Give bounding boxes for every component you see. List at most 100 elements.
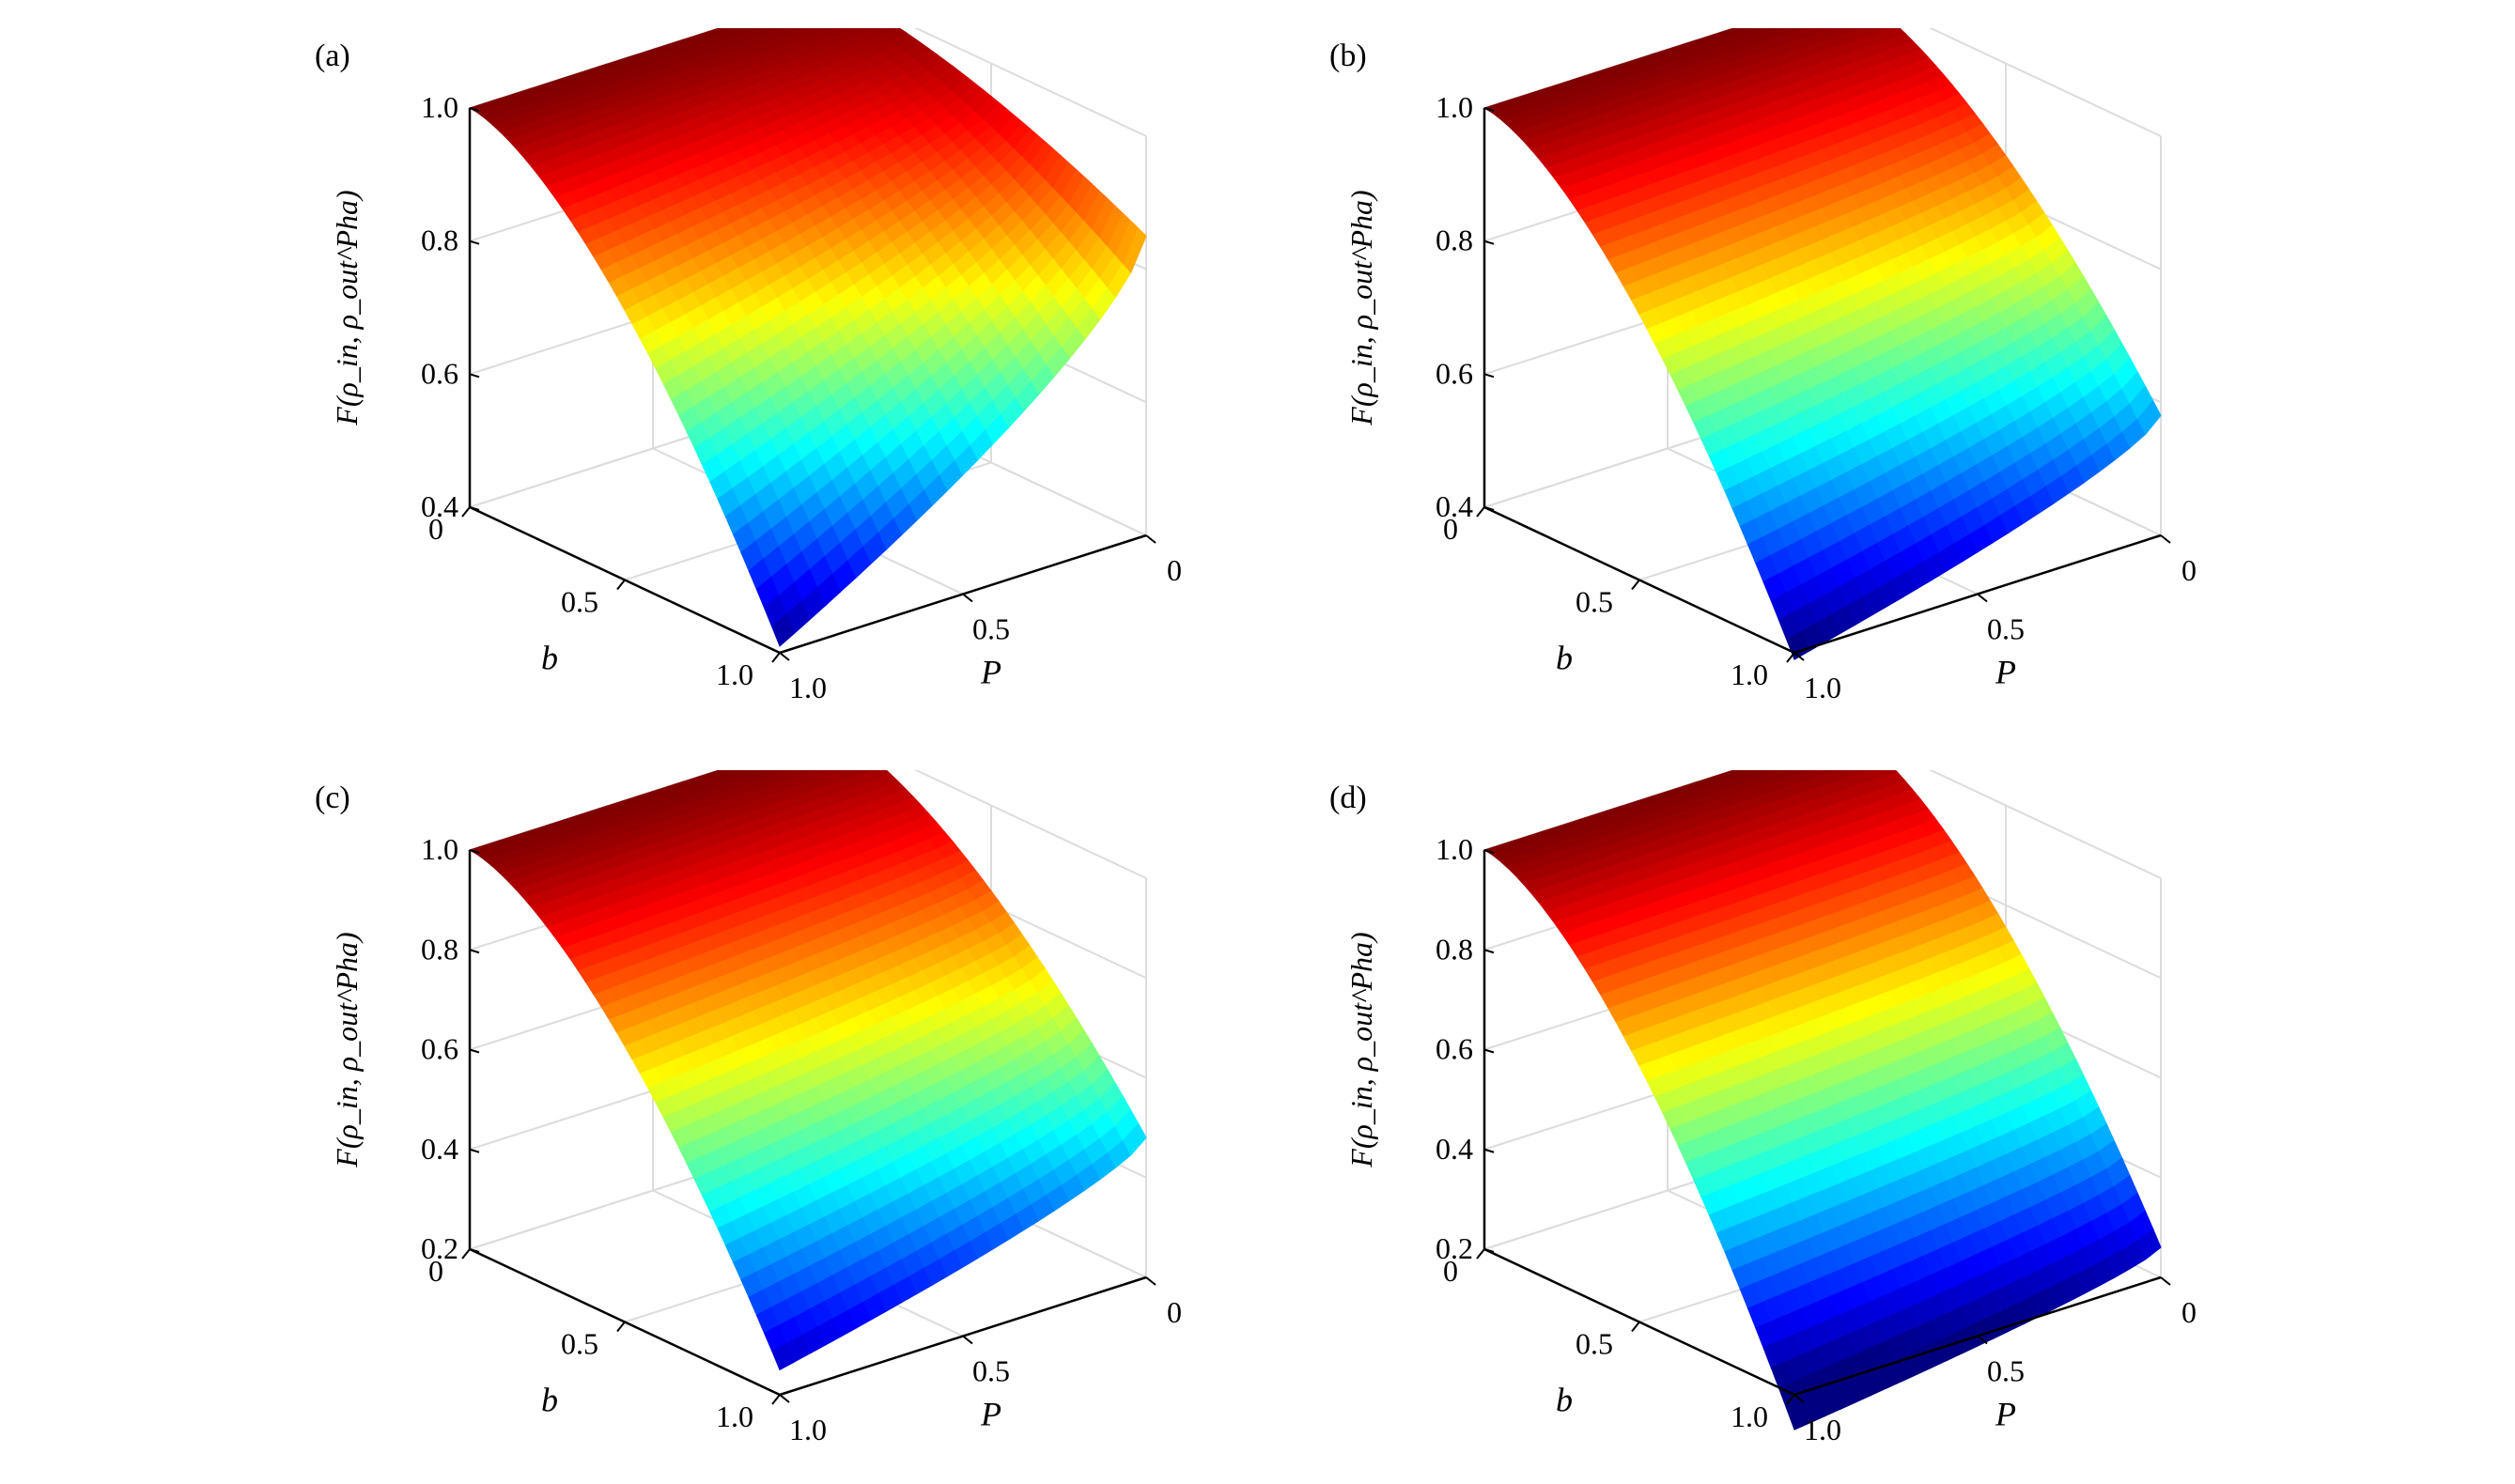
- p-tick-label: 0: [2181, 1295, 2197, 1329]
- z-axis-label: F(ρ_in, ρ_out^Pha): [330, 190, 364, 425]
- z-tick: [1483, 107, 1495, 112]
- b-tick: [771, 652, 781, 663]
- panel-a: 0.4 0.6 0.8 1.0 0 0.5 1.0 0 0.5 1.0 b P F(ρ_in, ρ_ou…: [315, 28, 1182, 704]
- p-tick: [1145, 1276, 1157, 1286]
- panel-label: (b): [1329, 39, 1367, 73]
- z-axis-label: F(ρ_in, ρ_out^Pha): [1344, 932, 1378, 1167]
- panel-label: (a): [315, 39, 350, 73]
- z-tick: [1483, 1248, 1495, 1253]
- b-tick-label: 1.0: [1731, 657, 1768, 691]
- surface: [468, 28, 1147, 647]
- p-tick: [2160, 534, 2171, 544]
- p-tick-label: 1.0: [789, 1413, 827, 1446]
- surface: [1483, 28, 2162, 660]
- p-tick: [962, 1335, 973, 1345]
- b-tick: [1476, 506, 1485, 518]
- surface-patch: [1122, 1122, 1147, 1156]
- axes: 0.4 0.6 0.8 1.0 0 0.5 1.0 0 0.5 1.0 b P F(ρ_in, ρ_ou…: [330, 90, 1182, 704]
- z-tick: [469, 1048, 480, 1054]
- p-tick-label: 0: [2181, 553, 2197, 587]
- z-tick-label: 0.6: [421, 356, 458, 390]
- z-tick-label: 1.0: [421, 90, 458, 124]
- b-tick: [461, 506, 471, 518]
- p-tick-label: 0.5: [972, 612, 1010, 646]
- b-tick: [1786, 1394, 1795, 1405]
- p-tick-label: 0.5: [1987, 1354, 2025, 1388]
- z-tick-label: 0.2: [421, 1231, 458, 1265]
- b-tick: [461, 1248, 471, 1260]
- p-tick-label: 0.5: [972, 1354, 1010, 1388]
- z-tick: [1483, 949, 1495, 954]
- axes: 0.4 0.6 0.8 1.0 0 0.5 1.0 0 0.5 1.0 b P F(ρ_in, ρ_ou…: [1344, 90, 2197, 704]
- z-tick: [469, 949, 480, 954]
- p-tick: [2160, 1276, 2171, 1286]
- axes: 0.2 0.4 0.6 0.8 1.0 0 0.5 1.0 0 0.5 1.0 b P F(ρ_in, ρ…: [330, 832, 1182, 1446]
- p-axis-label: P: [1995, 654, 2016, 691]
- b-tick-label: 0.5: [561, 1327, 598, 1361]
- z-tick-label: 1.0: [1436, 832, 1473, 866]
- z-tick-label: 0.4: [1436, 489, 1473, 523]
- z-tick-label: 1.0: [421, 832, 458, 866]
- b-tick-label: 0.5: [561, 585, 598, 619]
- z-tick-label: 1.0: [1436, 90, 1473, 124]
- p-tick: [1145, 534, 1157, 544]
- b-tick-label: 0: [428, 1254, 443, 1288]
- z-tick-label: 0.8: [421, 932, 458, 966]
- z-tick-label: 0.8: [1436, 932, 1473, 966]
- b-tick-label: 0: [428, 512, 443, 546]
- p-tick: [1793, 652, 1805, 661]
- z-tick: [1483, 240, 1495, 245]
- panel-b: 0.4 0.6 0.8 1.0 0 0.5 1.0 0 0.5 1.0 b P F(ρ_in, ρ_ou…: [1329, 28, 2197, 704]
- z-tick: [469, 1148, 480, 1153]
- b-axis-label: b: [541, 1382, 558, 1419]
- b-tick: [1631, 579, 1640, 591]
- p-tick-label: 1.0: [1804, 1413, 1841, 1446]
- b-axis-label: b: [541, 640, 558, 677]
- z-tick-label: 0.6: [421, 1032, 458, 1066]
- b-tick: [616, 579, 626, 591]
- b-tick: [1631, 1321, 1640, 1333]
- b-tick: [1786, 652, 1795, 663]
- p-tick: [962, 593, 973, 603]
- b-axis-label: b: [1556, 1382, 1573, 1419]
- z-tick: [1483, 1048, 1495, 1054]
- b-tick-label: 0.5: [1576, 585, 1613, 619]
- z-tick-label: 0.8: [421, 224, 458, 257]
- z-tick: [469, 240, 480, 245]
- z-axis-label: F(ρ_in, ρ_out^Pha): [330, 932, 364, 1167]
- axes: 0.2 0.4 0.6 0.8 1.0 0 0.5 1.0 0 0.5 1.0 b P F(ρ_in, ρ…: [1344, 832, 2197, 1446]
- surface-patch: [1122, 227, 1147, 274]
- b-tick-label: 0: [1443, 512, 1458, 546]
- surface: [468, 770, 1147, 1371]
- p-tick-label: 0: [1167, 1295, 1182, 1329]
- z-tick-label: 0.6: [1436, 1032, 1473, 1066]
- p-tick-label: 1.0: [789, 671, 827, 704]
- b-tick-label: 1.0: [1731, 1399, 1768, 1433]
- z-tick: [469, 107, 480, 112]
- p-tick: [1977, 593, 1988, 603]
- p-axis-label: P: [980, 654, 1001, 691]
- p-tick: [779, 1394, 790, 1403]
- panel-label: (d): [1329, 781, 1367, 815]
- p-tick-label: 1.0: [1804, 671, 1841, 704]
- surface-patch: [2136, 399, 2162, 436]
- z-axis-label: F(ρ_in, ρ_out^Pha): [1344, 190, 1378, 425]
- b-tick: [616, 1321, 626, 1333]
- p-tick: [1793, 1394, 1805, 1403]
- panel-label: (c): [315, 781, 350, 815]
- z-tick: [1483, 849, 1495, 854]
- z-tick: [469, 849, 480, 854]
- surface-patch: [2136, 1228, 2162, 1260]
- b-tick-label: 1.0: [716, 1399, 753, 1433]
- b-tick: [771, 1394, 781, 1405]
- z-tick-label: 0.8: [1436, 224, 1473, 257]
- z-tick: [1483, 506, 1495, 511]
- b-tick-label: 0: [1443, 1254, 1458, 1288]
- z-tick: [469, 1248, 480, 1253]
- z-tick-label: 0.2: [1436, 1231, 1473, 1265]
- p-tick: [779, 652, 790, 661]
- panel-d: 0.2 0.4 0.6 0.8 1.0 0 0.5 1.0 0 0.5 1.0 b P F(ρ_in, ρ…: [1329, 770, 2197, 1446]
- b-axis-label: b: [1556, 640, 1573, 677]
- panel-c: 0.2 0.4 0.6 0.8 1.0 0 0.5 1.0 0 0.5 1.0 b P F(ρ_in, ρ…: [315, 770, 1182, 1446]
